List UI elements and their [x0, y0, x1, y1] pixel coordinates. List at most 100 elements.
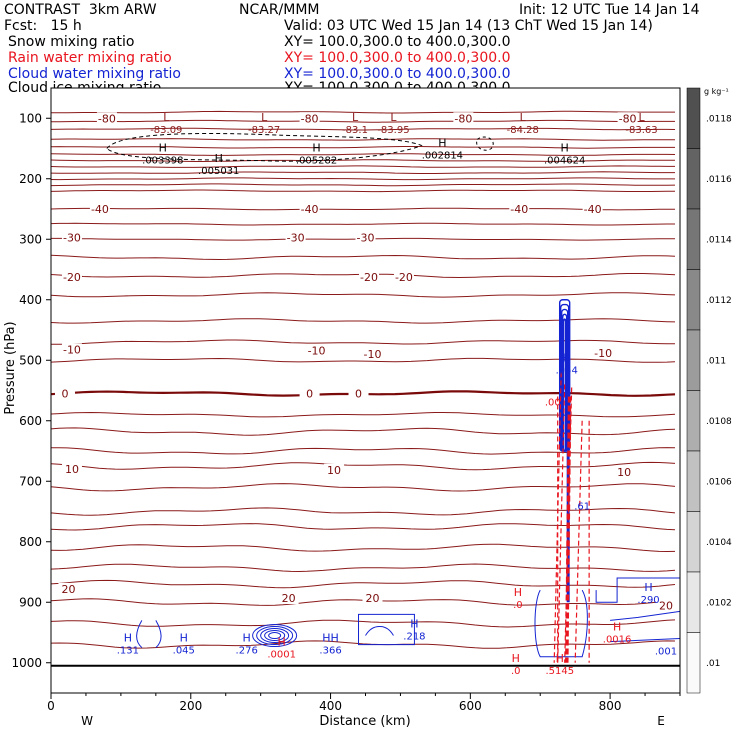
temperature-label-mask — [278, 592, 299, 605]
temperature-label: 0 — [355, 388, 362, 401]
extremum-value: .003398 — [142, 155, 183, 166]
extremum-value: -83.09 — [150, 125, 182, 136]
temperature-label: 10 — [65, 463, 79, 476]
colorbar-swatch — [686, 632, 701, 694]
colorbar-swatch — [686, 571, 701, 633]
x-tick-label: 200 — [179, 699, 202, 713]
colorbar-swatch — [686, 87, 701, 149]
colorbar: .0118 .0116 .0114 .0112 .011 .0108 .0106 .0104.… — [686, 87, 732, 694]
temperature-label-mask — [656, 599, 677, 612]
temperature-label: -40 — [301, 203, 319, 216]
field-xy-cloud-water: XY= 100.0,300.0 to 400.0,300.0 — [284, 66, 511, 82]
colorbar-label: .0116 — [706, 175, 732, 185]
temperature-label: -10 — [63, 343, 81, 356]
temperature-label-mask — [285, 231, 306, 244]
extremum-value: .002814 — [422, 151, 463, 162]
cloud-water-contour — [365, 625, 394, 636]
isotherm-line — [50, 427, 676, 436]
x-tick-label: 0 — [47, 699, 55, 713]
colorbar-swatch — [686, 148, 701, 210]
isotherm-line — [50, 640, 676, 649]
y-tick-label: 1000 — [11, 656, 42, 670]
colorbar-label: .011 — [706, 356, 726, 366]
y-tick-label: 600 — [19, 414, 42, 428]
extremum-value: .0016 — [603, 635, 632, 646]
y-tick-label: 800 — [19, 535, 42, 549]
center-title: NCAR/MMM — [239, 2, 320, 18]
cloud-water-contour — [264, 630, 286, 642]
extremum-value: -83.95 — [377, 125, 409, 136]
isotherm-line — [50, 579, 676, 589]
extremum-marker: H — [243, 631, 251, 644]
extremum-value: .366 — [319, 645, 341, 656]
cloud-ice-contours — [106, 133, 494, 162]
extremum-marker: H — [556, 652, 564, 665]
extremum-marker: H — [312, 141, 320, 154]
temperature-label-mask — [299, 112, 320, 125]
temperature-label: 0 — [61, 388, 68, 401]
temperature-label-mask — [61, 343, 82, 356]
extremum-value: -83.27 — [248, 125, 280, 136]
extremum-marker: H — [644, 581, 652, 594]
isotherm-line — [50, 619, 676, 628]
colorbar-swatch — [686, 329, 701, 391]
colorbar-label: .0102 — [706, 598, 732, 608]
isotherm-line — [50, 507, 676, 516]
extremum-value: -84.28 — [507, 125, 539, 136]
temperature-label-mask — [61, 270, 82, 283]
temperature-label: -80 — [454, 112, 472, 125]
temperature-label-mask — [362, 348, 383, 361]
temperature-label-mask — [393, 270, 414, 283]
temperature-label-mask — [96, 112, 117, 125]
isotherm-line — [50, 177, 675, 181]
temperature-label: -80 — [301, 112, 319, 125]
cloud-water-contour — [136, 620, 143, 649]
isotherm-line — [50, 318, 676, 324]
extremum-value: .290 — [637, 595, 659, 606]
extremum-marker: H — [159, 141, 167, 154]
colorbar-swatch — [686, 208, 701, 270]
isotherm-line — [50, 207, 675, 211]
temperature-label-mask — [509, 203, 530, 215]
extremum-marker: L — [390, 111, 397, 124]
colorbar-label: .0112 — [706, 296, 732, 306]
isotherm-line — [50, 292, 676, 298]
cloud-water-contour — [256, 626, 294, 646]
isotherm-line — [50, 357, 676, 363]
east-label: E — [657, 714, 665, 728]
isotherm-line — [50, 165, 675, 168]
extremum-value: -83.63 — [625, 125, 657, 136]
extremum-value: .276 — [236, 645, 258, 656]
temperature-label: -20 — [63, 271, 81, 284]
temperature-label: -30 — [357, 231, 375, 244]
cloud-water-contour — [358, 613, 415, 646]
cloud-water-core-contour — [562, 318, 567, 452]
x-axis-title: Distance (km) — [319, 714, 410, 729]
extremum-marker: H — [563, 351, 571, 364]
field-name-cloud-water: Cloud water mixing ratio — [8, 66, 181, 82]
temperature-label: 10 — [617, 466, 631, 479]
temperature-label: -40 — [91, 203, 109, 216]
extremum-marker: H — [410, 617, 418, 630]
extremum-marker: HH — [322, 631, 339, 644]
pressure-axis: 100 200 300 400 500 600 700 800 900 1000 — [11, 111, 51, 670]
extremum-value: .00 — [545, 397, 561, 408]
extremum-value: .0 — [513, 600, 523, 611]
cloud-ice-contour — [106, 133, 423, 162]
extremum-marker: L — [163, 111, 170, 124]
temperature-label: -80 — [619, 112, 637, 125]
temperature-label-mask — [355, 231, 376, 244]
cloud-water-contour — [155, 620, 162, 649]
cloud-water-contour — [595, 577, 680, 603]
temperature-label-mask — [593, 346, 614, 359]
distance-axis: 0 200 400 600 800 — [47, 693, 681, 713]
temperature-label-mask — [324, 463, 345, 476]
extremum-marker: H — [277, 636, 285, 649]
colorbar-swatch — [686, 269, 701, 331]
field-xy-rain: XY= 100.0,300.0 to 400.0,300.0 — [284, 50, 511, 66]
extremum-value: .005282 — [296, 155, 337, 166]
isotherm-line — [50, 138, 676, 141]
extremum-value: -83.1 — [342, 125, 368, 136]
temperature-label: 10 — [327, 464, 341, 477]
extrema-labels: L-83.09L-83.27L-83.1L-83.95L-84.28L-83.6… — [117, 111, 677, 677]
